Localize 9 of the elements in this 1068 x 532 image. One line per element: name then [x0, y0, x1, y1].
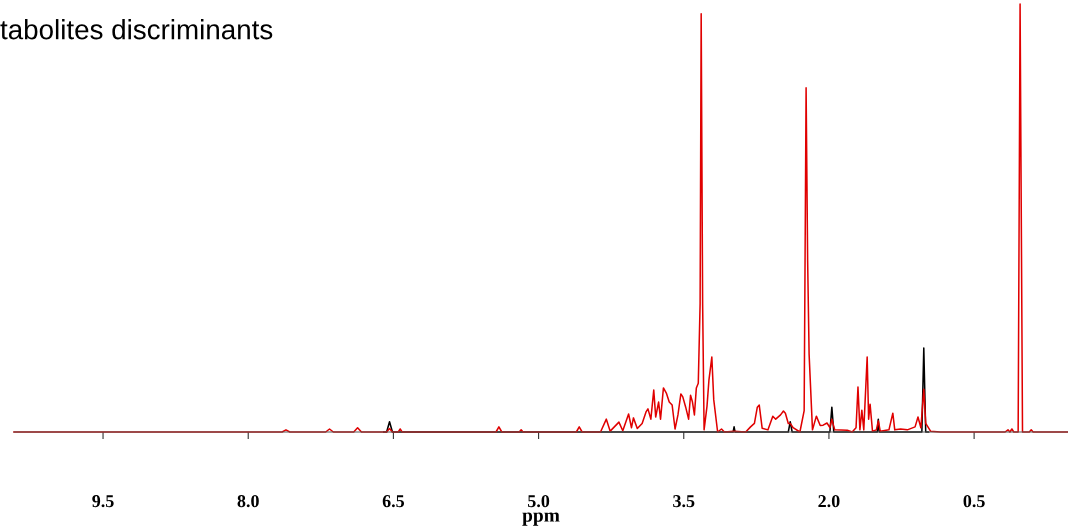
x-tick-label: 9.5	[92, 495, 114, 508]
x-tick-label: 3.5	[673, 495, 695, 508]
x-tick-label: 8.0	[237, 495, 259, 508]
x-tick-label: 5.0	[528, 495, 550, 508]
x-tick-label: 0.5	[963, 495, 985, 508]
x-axis-title: ppm	[522, 512, 560, 526]
x-tick-label: 6.5	[382, 495, 405, 508]
chart-title: tabolites discriminants	[0, 19, 273, 40]
x-tick-label: 2.0	[818, 495, 840, 508]
